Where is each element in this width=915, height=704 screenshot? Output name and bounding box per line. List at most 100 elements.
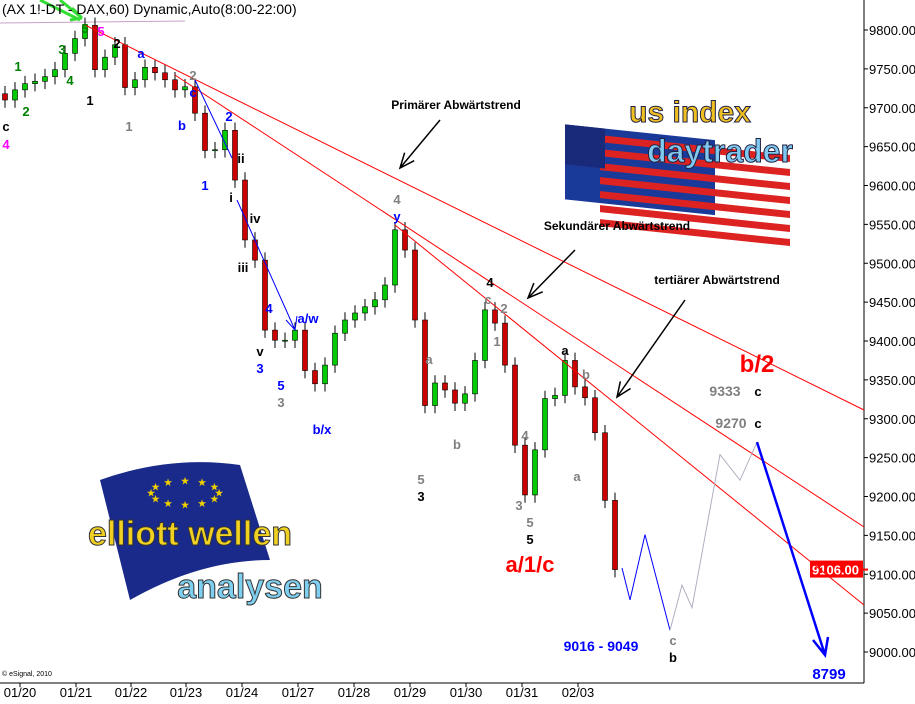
wave-label: iv bbox=[250, 211, 262, 226]
wave-label: a bbox=[425, 352, 433, 367]
candle-body bbox=[332, 332, 338, 366]
x-tick-label: 01/21 bbox=[60, 685, 93, 700]
x-tick-label: 01/24 bbox=[226, 685, 259, 700]
wave-label: 1 bbox=[493, 334, 500, 349]
eu-star: ★ bbox=[152, 494, 161, 504]
impulse-arrow bbox=[236, 199, 298, 332]
wave-label: a bbox=[561, 343, 569, 358]
trendline bbox=[394, 224, 865, 606]
candle-body bbox=[302, 329, 308, 371]
us-flag-canton bbox=[565, 124, 605, 169]
elliott-wellen-analysen-logo bbox=[100, 462, 270, 600]
wave-label: c bbox=[189, 85, 196, 100]
candle-body bbox=[122, 44, 128, 88]
wave-label: b bbox=[178, 118, 186, 133]
wave-label: y bbox=[393, 209, 401, 224]
wave-label: 1 bbox=[86, 93, 93, 108]
eu-star: ★ bbox=[210, 494, 219, 504]
wave-label: b/x bbox=[313, 422, 333, 437]
us-flag-stripe bbox=[600, 219, 790, 247]
wave-label: 3 bbox=[256, 361, 263, 376]
eu-star: ★ bbox=[164, 478, 173, 488]
candle-body bbox=[542, 398, 548, 451]
trendline-label: Primärer Abwärtstrend bbox=[391, 98, 521, 112]
candle-body bbox=[142, 67, 148, 81]
price-label: 9333 bbox=[709, 383, 740, 399]
candle-body bbox=[572, 360, 578, 388]
candle-body bbox=[522, 444, 528, 496]
wave-label: 3 bbox=[417, 489, 424, 504]
candle-body bbox=[442, 382, 448, 391]
wave-label: c bbox=[484, 292, 491, 307]
x-tick-label: 01/22 bbox=[115, 685, 148, 700]
copyright: © eSignal, 2010 bbox=[2, 671, 52, 678]
y-tick-label: 9250.00 bbox=[869, 451, 915, 466]
reference-line bbox=[0, 20, 186, 24]
last-price-box bbox=[810, 560, 863, 578]
candle-body bbox=[212, 149, 218, 152]
candle-body bbox=[62, 53, 68, 70]
eu-star: ★ bbox=[152, 482, 161, 492]
candle-body bbox=[512, 364, 518, 446]
green-arrow-icon bbox=[39, 0, 84, 22]
wave-label: 2 bbox=[225, 109, 232, 124]
us-flag-stripe bbox=[600, 149, 790, 177]
projection-path bbox=[621, 534, 671, 631]
x-tick-label: 01/29 bbox=[394, 685, 427, 700]
wave-label: 3 bbox=[58, 42, 65, 57]
y-tick-label: 9800.00 bbox=[869, 23, 915, 38]
wave-label: 1 bbox=[201, 178, 208, 193]
eu-logo-text: elliott wellen bbox=[88, 515, 292, 553]
y-tick-label: 9050.00 bbox=[869, 606, 915, 621]
projection-alt-path bbox=[669, 441, 758, 631]
wave-label: b bbox=[669, 650, 677, 665]
x-tick-label: 01/30 bbox=[450, 685, 483, 700]
x-tick-label: 01/28 bbox=[338, 685, 371, 700]
y-tick-label: 9200.00 bbox=[869, 490, 915, 505]
candle-body bbox=[52, 69, 58, 77]
annotation-arrow-icon bbox=[615, 299, 686, 399]
wave-label: 4 bbox=[486, 275, 494, 290]
wave-label: b bbox=[453, 437, 461, 452]
candle-body bbox=[32, 81, 38, 84]
candle-body bbox=[72, 38, 78, 54]
candle-body bbox=[202, 112, 208, 151]
price-label: a/1/c bbox=[506, 552, 555, 577]
wave-label: 2 bbox=[22, 104, 29, 119]
wave-label: 5 bbox=[97, 24, 104, 39]
candle-body bbox=[462, 393, 468, 404]
candle-body bbox=[172, 79, 178, 91]
trendline-label: tertiärer Abwärtstrend bbox=[654, 273, 780, 287]
candle-body bbox=[452, 389, 458, 404]
y-tick-label: 9450.00 bbox=[869, 295, 915, 310]
wave-label: c bbox=[669, 633, 676, 648]
candle-body bbox=[102, 56, 108, 70]
wave-label: 2 bbox=[189, 68, 196, 83]
candle-body bbox=[582, 386, 588, 399]
eu-flag bbox=[100, 462, 270, 600]
candle-body bbox=[602, 432, 608, 501]
candle-body bbox=[412, 249, 418, 321]
annotation-arrow-icon bbox=[526, 249, 576, 300]
candle-body bbox=[372, 299, 378, 308]
price-label: 8799 bbox=[812, 666, 845, 683]
price-label: 9270 bbox=[715, 415, 746, 431]
us-flag-stripe bbox=[600, 205, 790, 233]
x-tick-label: 02/03 bbox=[562, 685, 595, 700]
candle-body bbox=[532, 449, 538, 496]
candle-body bbox=[402, 229, 408, 251]
candle-body bbox=[192, 86, 198, 114]
candle-body bbox=[2, 93, 8, 101]
x-tick-label: 01/31 bbox=[506, 685, 539, 700]
candle-body bbox=[322, 364, 328, 385]
eu-logo-text-2: analysen bbox=[177, 568, 323, 606]
us-logo-text: us index bbox=[629, 96, 751, 129]
price-label: 9016 - 9049 bbox=[564, 638, 639, 654]
wave-label: c bbox=[754, 416, 761, 431]
trendline bbox=[174, 74, 865, 528]
wave-label: a/w bbox=[298, 311, 320, 326]
candle-body bbox=[282, 339, 288, 342]
candle-body bbox=[422, 319, 428, 406]
